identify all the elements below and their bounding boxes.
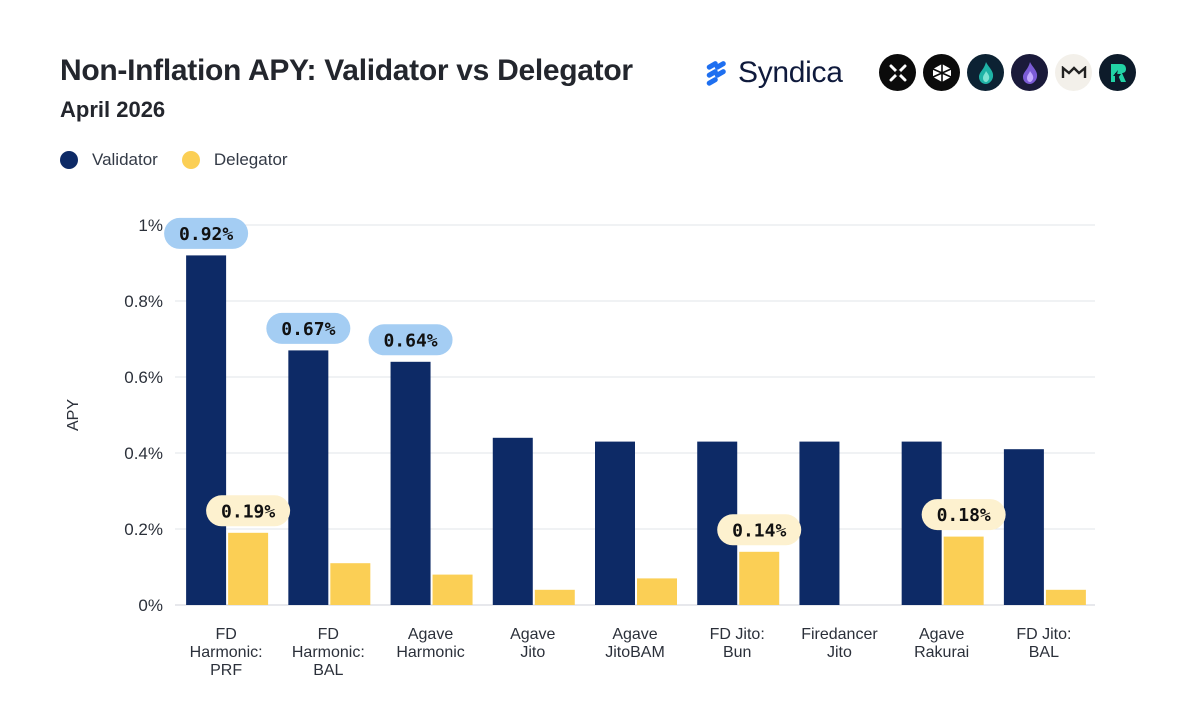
x-tick-label: FD Harmonic: BAL bbox=[292, 626, 365, 679]
bar-delegator bbox=[739, 551, 780, 605]
data-label: 0.92% bbox=[179, 224, 233, 245]
legend-item-validator: Validator bbox=[60, 150, 158, 170]
x-tick-label: Agave JitoBAM bbox=[605, 626, 665, 661]
data-label-pill bbox=[717, 514, 802, 546]
cube-logo-icon bbox=[923, 54, 960, 91]
data-label: 0.14% bbox=[732, 520, 786, 541]
x-tick-label: Agave Jito bbox=[510, 626, 555, 661]
legend-label-validator: Validator bbox=[92, 150, 158, 169]
x-tick-label: Firedancer Jito bbox=[801, 626, 878, 661]
x-tick-label: Agave Harmonic bbox=[396, 626, 464, 661]
bar-delegator bbox=[534, 589, 575, 605]
x-tick-label: FD Jito: Bun bbox=[710, 626, 765, 661]
bar-delegator bbox=[1045, 589, 1086, 605]
y-tick-label: 0.8% bbox=[124, 292, 163, 311]
brand-name: Syndica bbox=[738, 56, 843, 89]
brand-logo: Syndica bbox=[704, 52, 843, 94]
y-tick-label: 0% bbox=[138, 596, 163, 615]
y-tick-label: 1% bbox=[138, 216, 163, 235]
bar-delegator bbox=[943, 536, 984, 605]
bar-delegator bbox=[228, 532, 269, 605]
bar-validator bbox=[1003, 449, 1044, 605]
data-label-pill bbox=[164, 217, 249, 249]
bar-validator bbox=[288, 350, 329, 605]
bar-validator bbox=[390, 361, 431, 605]
data-label-pill bbox=[921, 499, 1006, 531]
syndica-mark-icon bbox=[706, 61, 726, 86]
x-tick-label: FD Jito: BAL bbox=[1016, 626, 1071, 661]
legend-swatch-delegator bbox=[181, 151, 200, 169]
data-label: 0.67% bbox=[281, 319, 335, 340]
chart-subtitle: April 2026 bbox=[60, 97, 166, 122]
bar-validator bbox=[492, 437, 533, 605]
bar-validator bbox=[595, 441, 635, 605]
data-label: 0.18% bbox=[937, 505, 991, 526]
bar-delegator bbox=[432, 574, 473, 605]
chart-legend: Validator Delegator bbox=[60, 150, 312, 170]
y-tick-label: 0.4% bbox=[124, 444, 163, 463]
x-tick-label: FD Harmonic: PRF bbox=[190, 626, 263, 679]
bar-delegator bbox=[330, 563, 371, 605]
r-logo-icon bbox=[1099, 54, 1136, 91]
legend-swatch-validator bbox=[60, 151, 78, 169]
y-axis-title: APY bbox=[65, 399, 82, 431]
bar-validator bbox=[186, 255, 227, 605]
data-label-pill bbox=[206, 495, 291, 527]
bar-delegator bbox=[637, 578, 677, 605]
y-tick-label: 0.2% bbox=[124, 520, 163, 539]
data-label-pill bbox=[368, 324, 453, 356]
data-label: 0.64% bbox=[383, 330, 437, 351]
data-label: 0.19% bbox=[221, 501, 275, 522]
legend-label-delegator: Delegator bbox=[213, 150, 288, 169]
wave-logo-icon bbox=[1055, 54, 1092, 91]
partner-logos bbox=[879, 54, 1136, 91]
y-tick-label: 0.6% bbox=[124, 368, 163, 387]
x-logo-icon bbox=[879, 54, 916, 91]
legend-item-delegator: Delegator bbox=[181, 150, 288, 170]
data-label-pill bbox=[266, 312, 351, 344]
chart-title: Non-Inflation APY: Validator vs Delegato… bbox=[60, 54, 633, 87]
purple-flame-icon bbox=[1011, 54, 1048, 91]
bar-validator bbox=[799, 441, 840, 605]
x-tick-label: Agave Rakurai bbox=[914, 626, 969, 661]
teal-flame-icon bbox=[967, 54, 1004, 91]
